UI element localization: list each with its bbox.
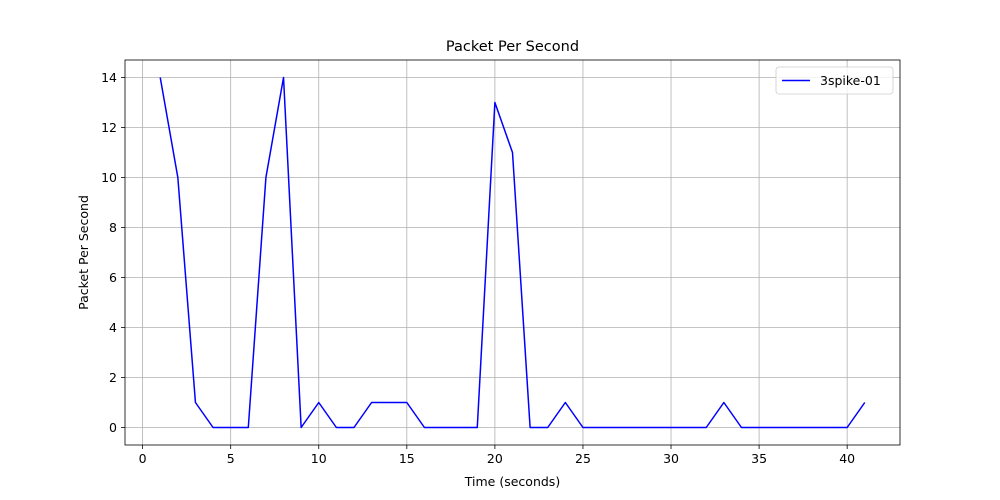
y-tick-label: 0 — [109, 420, 117, 435]
y-tick-label: 12 — [101, 120, 117, 135]
y-tick-label: 10 — [101, 170, 117, 185]
y-tick-label: 14 — [101, 70, 117, 85]
y-tick-label: 8 — [109, 220, 117, 235]
x-axis-label: Time (seconds) — [464, 474, 560, 489]
x-tick-label: 35 — [751, 451, 767, 466]
legend-frame — [775, 66, 894, 95]
x-tick-label: 0 — [139, 451, 147, 466]
grid — [125, 60, 900, 445]
chart-title: Packet Per Second — [446, 39, 579, 55]
x-tick-label: 25 — [575, 451, 591, 466]
legend: 3spike-01 — [775, 66, 894, 95]
legend-label: 3spike-01 — [820, 73, 881, 88]
x-tick-label: 20 — [487, 451, 503, 466]
x-tick-label: 10 — [311, 451, 327, 466]
plot-area-frame — [124, 59, 901, 446]
y-axis-label: Packet Per Second — [76, 195, 91, 310]
y-tick-label: 2 — [109, 370, 117, 385]
y-tick-label: 4 — [109, 320, 117, 335]
y-tick-label: 6 — [109, 270, 117, 285]
x-tick-label: 5 — [227, 451, 235, 466]
x-tick-label: 15 — [399, 451, 415, 466]
axis-ticks: 0 5 10 15 20 25 30 35 40 0 2 4 6 8 10 12 14 — [101, 70, 855, 466]
series-layer — [159, 76, 866, 429]
x-tick-label: 30 — [663, 451, 679, 466]
x-tick-label: 40 — [839, 451, 855, 466]
